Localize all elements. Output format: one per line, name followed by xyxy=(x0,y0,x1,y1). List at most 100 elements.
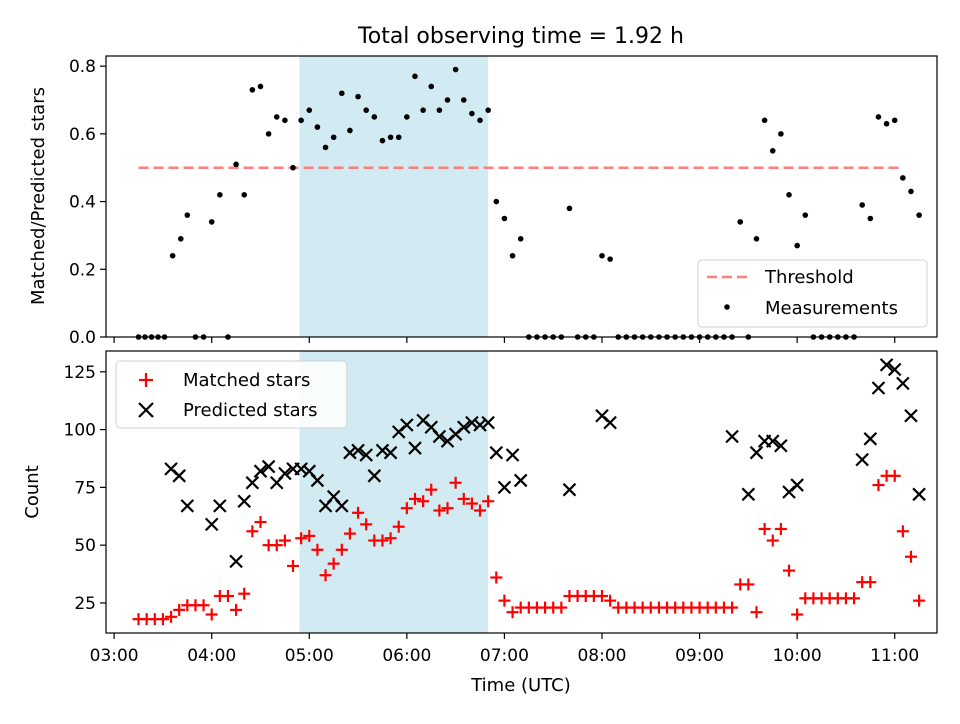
matched-star-point xyxy=(555,601,568,614)
bottom-x-ticks: 03:00 04:00 05:00 06:00 07:00 08:00 09:00 10:00… xyxy=(90,633,919,666)
measurement-point xyxy=(339,90,345,97)
matched-star-point xyxy=(604,594,617,607)
measurement-point xyxy=(460,97,467,103)
predicted-star-point xyxy=(253,464,268,478)
measurement-point xyxy=(769,147,776,154)
matched-star-point xyxy=(343,527,356,540)
y-tick-label: 0.2 xyxy=(69,260,96,280)
matched-star-point xyxy=(400,502,413,515)
predicted-star-point xyxy=(367,469,382,483)
y-tick-label: 0.4 xyxy=(69,193,96,213)
predicted-star-point xyxy=(245,475,260,490)
predicted-star-point xyxy=(383,445,398,460)
predicted-star-point xyxy=(855,452,869,467)
predicted-star-point xyxy=(912,487,926,502)
measurement-point xyxy=(355,93,361,100)
measurement-point xyxy=(493,198,500,205)
matched-star-point xyxy=(904,550,917,563)
predicted-star-point xyxy=(765,434,780,448)
predicted-star-point xyxy=(343,445,357,460)
measurement-point xyxy=(794,242,800,249)
y-tick-label: 0.6 xyxy=(69,125,96,145)
matched-star-point xyxy=(872,479,885,492)
matched-star-point xyxy=(441,502,454,515)
measurement-point xyxy=(306,107,313,113)
matched-star-point xyxy=(287,559,300,572)
matched-star-point xyxy=(742,578,755,591)
measurement-point xyxy=(444,97,451,103)
measurement-point xyxy=(347,127,353,134)
matched-star-point xyxy=(319,569,332,582)
measurement-point xyxy=(169,252,176,259)
predicted-star-point xyxy=(359,448,373,462)
matched-star-point xyxy=(864,576,877,589)
bottom-plot-frame xyxy=(105,350,938,634)
legend-measurements-label: Measurements xyxy=(765,298,898,319)
matched-star-point xyxy=(506,606,519,619)
matched-star-point xyxy=(896,525,909,538)
measurement-point xyxy=(802,212,809,218)
matched-star-point xyxy=(449,476,462,489)
predicted-star-point xyxy=(863,432,878,446)
measurement-point xyxy=(298,117,304,124)
measurement-point xyxy=(257,83,264,90)
measurement-point xyxy=(178,236,184,242)
predicted-star-point xyxy=(310,473,325,488)
predicted-star-point xyxy=(489,445,504,460)
measurement-point xyxy=(469,110,475,117)
legend-matched-label: Matched stars xyxy=(183,370,310,391)
predicted-star-point xyxy=(790,478,804,492)
predicted-star-point xyxy=(408,441,422,455)
predicted-star-point xyxy=(887,362,902,377)
matched-star-point xyxy=(205,608,218,621)
measurement-point xyxy=(395,134,402,141)
matched-star-point xyxy=(360,518,373,531)
predicted-star-point xyxy=(229,554,243,569)
predicted-star-point xyxy=(278,466,292,481)
y-tick-label: 0.8 xyxy=(69,57,96,77)
top-legend: Threshold Measurements xyxy=(697,259,928,328)
measurement-point xyxy=(363,107,369,113)
y-tick-label: 75 xyxy=(74,478,96,498)
measurement-point xyxy=(891,117,898,124)
bottom-y-ticks: 25 50 75 100 125 xyxy=(64,363,106,614)
matched-star-point xyxy=(490,571,503,584)
matched-star-point xyxy=(156,613,169,626)
matched-star-point xyxy=(595,590,608,603)
measurement-point xyxy=(379,137,386,144)
legend-threshold-label: Threshold xyxy=(764,267,854,288)
measurement-point xyxy=(436,107,443,113)
matched-star-point xyxy=(774,522,787,535)
matched-star-point xyxy=(230,603,243,616)
matched-star-point xyxy=(376,534,389,547)
legend-predicted-swatch xyxy=(138,402,154,418)
measurement-point xyxy=(786,192,792,198)
predicted-star-point xyxy=(213,499,227,513)
measurement-point xyxy=(314,124,321,130)
bottom-legend-box xyxy=(115,360,348,429)
measurement-point xyxy=(330,134,337,141)
matched-star-point xyxy=(384,532,397,545)
legend-measurements-swatch xyxy=(724,304,730,310)
matched-star-point xyxy=(278,534,291,547)
y-tick-label: 125 xyxy=(64,363,96,383)
matched-star-point xyxy=(750,606,763,619)
matched-star-point xyxy=(888,469,901,482)
predicted-stars-points xyxy=(164,358,926,569)
matched-star-point xyxy=(913,594,926,607)
predicted-star-point xyxy=(432,429,447,444)
predicted-star-point xyxy=(879,358,894,372)
measurement-point xyxy=(412,73,418,80)
chart-title: Total observing time = 1.92 h xyxy=(357,24,684,49)
measurement-point xyxy=(753,236,760,242)
measurement-point xyxy=(477,117,483,124)
measurement-point xyxy=(404,114,410,120)
predicted-star-point xyxy=(725,429,739,444)
top-y-ticks: 0.0 0.2 0.4 0.6 0.8 xyxy=(69,57,106,348)
predicted-star-point xyxy=(172,469,186,483)
predicted-star-point xyxy=(562,482,577,497)
matched-star-point xyxy=(238,587,251,600)
measurement-point xyxy=(566,205,573,212)
measurement-point xyxy=(501,215,508,222)
